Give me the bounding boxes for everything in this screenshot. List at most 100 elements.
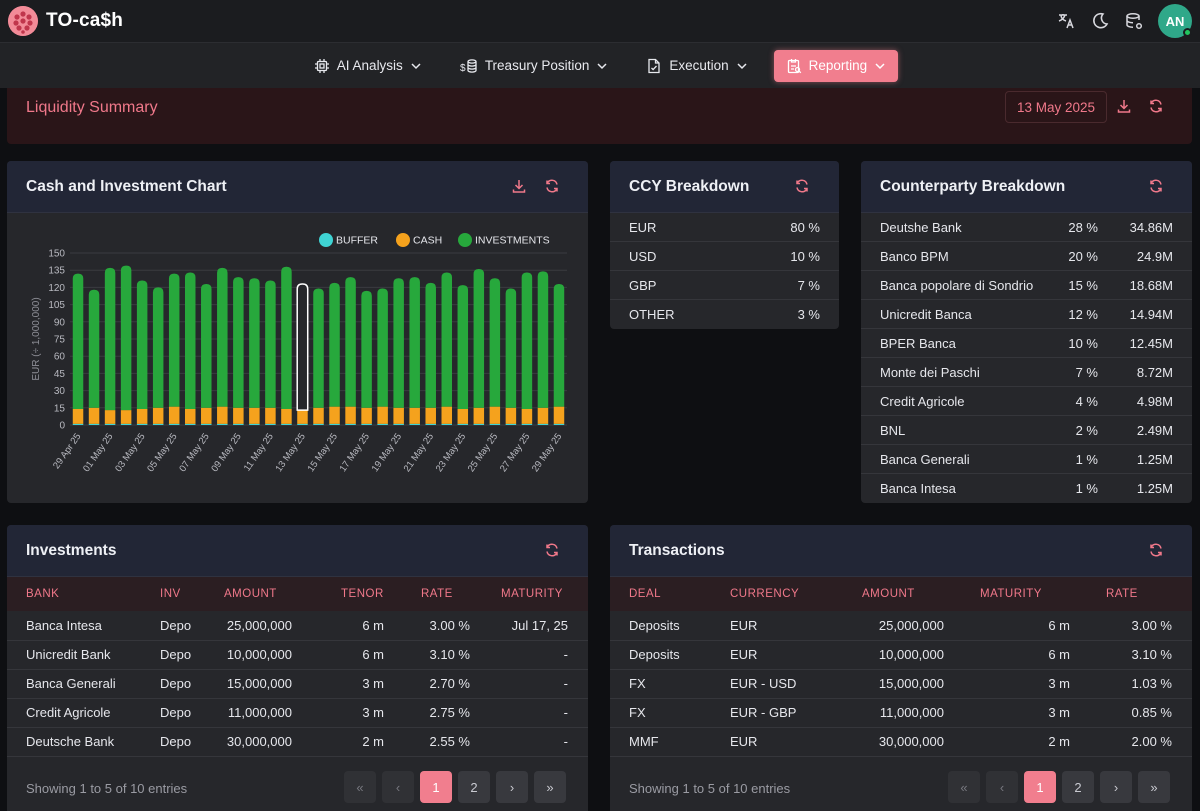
dark-mode-icon[interactable]: [1090, 11, 1110, 31]
col-amount[interactable]: AMOUNT: [862, 577, 980, 611]
col-tenor[interactable]: TENOR: [314, 577, 384, 611]
table-row[interactable]: MMF EUR 30,000,000 2 m 2.00 %: [610, 727, 1192, 757]
col-rate[interactable]: RATE: [1106, 577, 1192, 611]
bar-segment-investments: [473, 269, 485, 408]
cell-maturity: -: [474, 640, 588, 670]
investments-card-title: Investments: [26, 541, 117, 559]
date-picker[interactable]: 13 May 2025: [1005, 91, 1107, 123]
ccy-label: GBP: [629, 277, 657, 293]
table-row[interactable]: Deposits EUR 10,000,000 6 m 3.10 %: [610, 640, 1192, 670]
col-maturity[interactable]: MATURITY: [980, 577, 1106, 611]
transactions-table: DEAL CURRENCY AMOUNT MATURITY RATE Depos…: [610, 577, 1192, 757]
ccy-row: OTHER 3 %: [610, 300, 839, 329]
bar-segment-buffer: [553, 423, 565, 425]
bar-segment-buffer: [88, 423, 100, 425]
translate-icon[interactable]: [1056, 11, 1076, 31]
prev-page-button[interactable]: ‹: [382, 771, 414, 803]
y-tick-label: 120: [48, 283, 65, 294]
table-row[interactable]: Banca Generali Depo 15,000,000 3 m 2.70 % -: [7, 669, 588, 699]
col-inv[interactable]: INV: [160, 577, 224, 611]
col-maturity[interactable]: MATURITY: [474, 577, 588, 611]
download-icon[interactable]: [1116, 98, 1132, 117]
ccy-row: EUR 80 %: [610, 213, 839, 242]
cell-tenor: 6 m: [314, 611, 384, 641]
col-currency[interactable]: CURRENCY: [730, 577, 862, 611]
bar-segment-cash: [136, 408, 148, 424]
x-tick-label: 03 May 25: [113, 431, 147, 474]
bar-segment-cash: [313, 407, 324, 424]
refresh-icon[interactable]: [544, 542, 560, 561]
page-2-button[interactable]: 2: [1062, 771, 1094, 803]
next-page-button[interactable]: ›: [1100, 771, 1132, 803]
table-row[interactable]: Deposits EUR 25,000,000 6 m 3.00 %: [610, 611, 1192, 641]
nav-treasury-position[interactable]: $ Treasury Position: [448, 50, 621, 82]
counterparty-card-title: Counterparty Breakdown: [880, 177, 1066, 195]
database-settings-icon[interactable]: [1124, 11, 1144, 31]
bar-segment-investments: [361, 290, 372, 408]
table-row[interactable]: FX EUR - GBP 11,000,000 3 m 0.85 %: [610, 698, 1192, 728]
chevron-down-icon: [875, 62, 885, 69]
refresh-icon[interactable]: [1148, 178, 1164, 197]
bar-segment-cash: [377, 406, 388, 424]
last-page-button[interactable]: »: [534, 771, 566, 803]
refresh-icon[interactable]: [794, 178, 810, 197]
counterparty-row: Credit Agricole 4 % 4.98M: [861, 387, 1192, 416]
nav-ai-analysis[interactable]: AI Analysis: [302, 50, 434, 82]
download-icon[interactable]: [511, 178, 527, 197]
page-1-button[interactable]: 1: [420, 771, 452, 803]
avatar[interactable]: AN: [1158, 4, 1192, 38]
bar-segment-cash: [441, 406, 453, 424]
col-rate[interactable]: RATE: [384, 577, 474, 611]
logo-icon: [8, 6, 38, 36]
legend-label: BUFFER: [336, 235, 378, 247]
transactions-card-title: Transactions: [629, 541, 725, 559]
bar-segment-investments: [201, 283, 212, 408]
nav-reporting[interactable]: Reporting: [773, 49, 899, 82]
refresh-icon[interactable]: [1148, 542, 1164, 561]
counterparty-amount: 14.94M: [1129, 306, 1173, 322]
y-tick-label: 90: [54, 317, 66, 328]
cell-bank: Banca Generali: [7, 669, 160, 699]
ccy-label: EUR: [629, 219, 657, 235]
first-page-button[interactable]: «: [344, 771, 376, 803]
bar-segment-cash: [72, 408, 84, 424]
chevron-down-icon: [737, 62, 747, 69]
table-row[interactable]: Credit Agricole Depo 11,000,000 3 m 2.75 % -: [7, 698, 588, 728]
app-logo[interactable]: TO-ca$h: [8, 6, 123, 36]
legend-label: CASH: [413, 235, 442, 247]
counterparty-pct: 20 %: [1068, 248, 1098, 264]
nav-treasury-position-label: Treasury Position: [484, 58, 590, 73]
next-page-button[interactable]: ›: [496, 771, 528, 803]
col-bank[interactable]: BANK: [7, 577, 160, 611]
table-row[interactable]: Banca Intesa Depo 25,000,000 6 m 3.00 % Jul 1…: [7, 611, 588, 641]
prev-page-button[interactable]: ‹: [986, 771, 1018, 803]
bar-segment-buffer: [297, 423, 308, 425]
bar-segment-investments: [184, 272, 196, 409]
table-row[interactable]: Deutsche Bank Depo 30,000,000 2 m 2.55 % -: [7, 727, 588, 757]
bar-segment-cash: [345, 406, 356, 424]
refresh-icon[interactable]: [1148, 98, 1164, 117]
bar-segment-cash: [521, 408, 533, 424]
y-tick-label: 30: [54, 386, 66, 397]
bar-segment-cash: [505, 407, 517, 424]
cell-currency: EUR - GBP: [730, 698, 862, 728]
table-row[interactable]: FX EUR - USD 15,000,000 3 m 1.03 %: [610, 669, 1192, 699]
cell-maturity: -: [474, 669, 588, 699]
bar-segment-cash: [265, 407, 276, 424]
counterparty-name: BNL: [880, 422, 906, 438]
first-page-button[interactable]: «: [948, 771, 980, 803]
col-amount[interactable]: AMOUNT: [224, 577, 314, 611]
online-status-dot: [1183, 28, 1192, 37]
last-page-button[interactable]: »: [1138, 771, 1170, 803]
x-tick-label: 23 May 25: [434, 431, 468, 474]
report-icon: [787, 58, 801, 73]
bar-segment-investments: [489, 278, 501, 407]
col-deal[interactable]: DEAL: [610, 577, 730, 611]
ccy-value: 3 %: [797, 307, 820, 322]
table-row[interactable]: Unicredit Bank Depo 10,000,000 6 m 3.10 % -: [7, 640, 588, 670]
page-2-button[interactable]: 2: [458, 771, 490, 803]
nav-execution[interactable]: Execution: [634, 50, 759, 82]
counterparty-amount: 1.25M: [1136, 481, 1173, 496]
page-1-button[interactable]: 1: [1024, 771, 1056, 803]
refresh-icon[interactable]: [544, 178, 560, 197]
